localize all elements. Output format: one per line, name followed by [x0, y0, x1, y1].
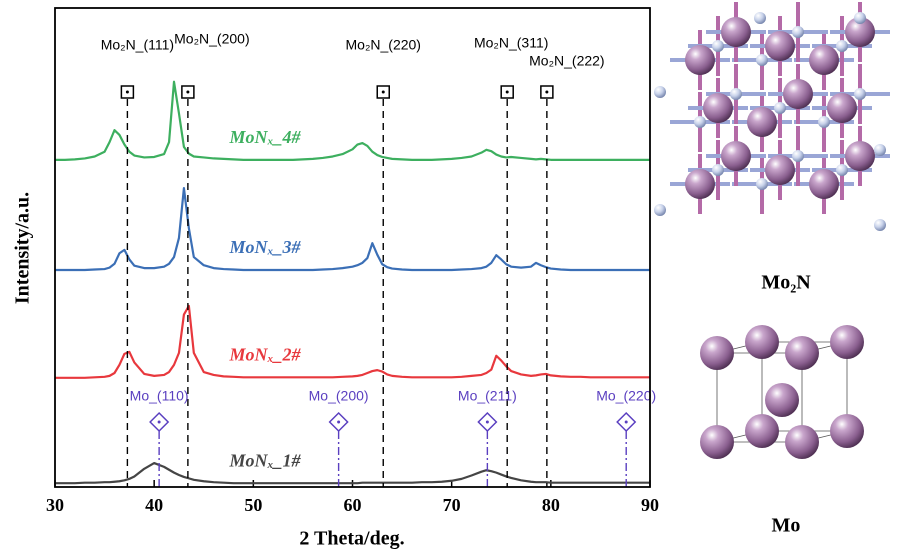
series-line	[55, 188, 650, 270]
n-atom	[836, 164, 848, 176]
plot: 30 40 50 60 70 80 90 MoNₓ_1# MoNₓ_2# MoNₓ_3# MoNₓ_…	[46, 8, 659, 515]
reference-label: Mo₂N_(220)	[346, 37, 421, 53]
n-atom	[874, 144, 886, 156]
n-atom	[854, 12, 866, 24]
n-atom	[792, 150, 804, 162]
mo-atom	[765, 31, 795, 61]
reference-marker-dot	[625, 421, 628, 424]
series-line	[55, 306, 650, 378]
reference-marker-dot	[186, 91, 189, 94]
n-atom	[754, 12, 766, 24]
n-atom	[818, 116, 830, 128]
n-atom	[854, 88, 866, 100]
mo-atom	[809, 169, 839, 199]
x-tick-label: 70	[443, 495, 461, 515]
n-atom	[836, 40, 848, 52]
x-tick-label: 40	[145, 495, 163, 515]
reference-marker-dot	[382, 91, 385, 94]
reference-label: Mo_(220)	[596, 388, 656, 404]
mo-atom	[685, 169, 715, 199]
mo-atom	[745, 414, 779, 448]
n-atom	[730, 88, 742, 100]
series-label: MoNₓ_3#	[228, 237, 301, 257]
n-atom	[774, 102, 786, 114]
n-atom	[694, 116, 706, 128]
reference-marker-dot	[337, 421, 340, 424]
mo-atom	[685, 45, 715, 75]
figure: 30 40 50 60 70 80 90 MoNₓ_1# MoNₓ_2# MoNₓ_3# MoNₓ_…	[0, 0, 897, 552]
reference-marker-dot	[506, 91, 509, 94]
x-tick-label: 60	[344, 495, 362, 515]
mo-atom	[785, 425, 819, 459]
n-atom	[654, 204, 666, 216]
reference-marker-dot	[158, 421, 161, 424]
mo-atom	[785, 336, 819, 370]
mo-atom	[745, 325, 779, 359]
n-atom	[756, 54, 768, 66]
series-label: MoNₓ_4#	[228, 127, 301, 147]
reference-marker-dot	[126, 91, 129, 94]
structures	[654, 2, 890, 459]
y-axis-title: Intensity/a.u.	[12, 192, 34, 304]
mo-atom	[765, 383, 799, 417]
reference-label: Mo_(200)	[309, 388, 369, 404]
reference-label: Mo₂N_(311)	[474, 35, 548, 51]
series-line	[55, 82, 650, 160]
x-tick-label: 80	[542, 495, 560, 515]
n-atom	[874, 219, 886, 231]
reference-label: Mo₂N_(111)	[101, 37, 174, 53]
series-label: MoNₓ_1#	[228, 450, 301, 470]
x-tick-label: 50	[244, 495, 262, 515]
page: {"chart_data": {"type": "line", "xlabel"…	[0, 0, 897, 552]
reference-marker-dot	[486, 421, 489, 424]
n-atom	[792, 26, 804, 38]
mo-atom	[703, 93, 733, 123]
mo-atom	[721, 141, 751, 171]
reference-label: Mo₂N_(200)	[174, 31, 249, 47]
mo-atom	[783, 79, 813, 109]
x-tick-label: 90	[641, 495, 659, 515]
n-atom	[712, 164, 724, 176]
series-label: MoNₓ_2#	[228, 344, 301, 364]
mo-atom	[765, 155, 795, 185]
reference-label: Mo_(211)	[458, 388, 517, 404]
structure-caption: Mo₂N	[761, 272, 811, 294]
x-axis-title: 2 Theta/deg.	[299, 528, 404, 550]
mo-atom	[809, 45, 839, 75]
mo-atom	[830, 414, 864, 448]
mo-atom	[721, 17, 751, 47]
mo-atom	[700, 336, 734, 370]
structure-caption: Mo	[772, 515, 801, 537]
mo-atom	[845, 141, 875, 171]
n-atom	[654, 86, 666, 98]
x-tick-label: 30	[46, 495, 64, 515]
reference-label: Mo₂N_(222)	[529, 53, 604, 69]
n-atom	[712, 40, 724, 52]
mo-atom	[747, 107, 777, 137]
mo-atom	[830, 325, 864, 359]
reference-marker-dot	[545, 91, 548, 94]
n-atom	[756, 178, 768, 190]
plot-frame	[55, 8, 650, 487]
mo-atom	[700, 425, 734, 459]
reference-label: Mo_(110)	[130, 388, 189, 404]
mo-atom	[827, 93, 857, 123]
